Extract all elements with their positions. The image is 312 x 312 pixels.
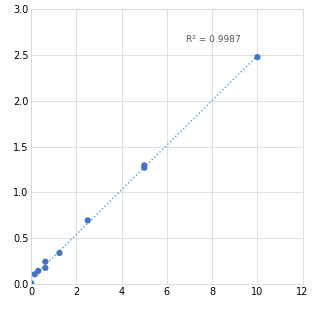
Text: R² = 0.9987: R² = 0.9987 [186, 35, 241, 44]
Point [85, 218, 90, 223]
Point [43, 266, 48, 271]
Point [43, 259, 48, 264]
Point [255, 55, 260, 60]
Point [142, 165, 147, 170]
Point [57, 251, 62, 256]
Point [142, 163, 147, 168]
Point [29, 281, 34, 286]
Point [36, 268, 41, 273]
Point [32, 272, 37, 277]
